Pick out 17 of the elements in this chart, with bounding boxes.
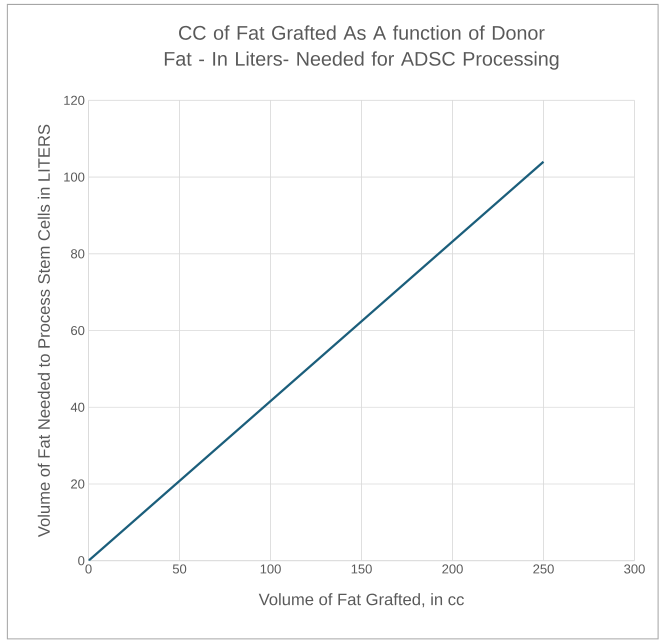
x-tick-label: 300	[624, 564, 645, 574]
x-axis-title: Volume of Fat Grafted, in cc	[258, 593, 464, 608]
y-tick-label: 40	[70, 402, 84, 412]
y-tick-label: 100	[64, 172, 84, 182]
y-tick-label: 120	[64, 96, 84, 106]
y-tick-label: 80	[71, 249, 84, 259]
x-tick-label: 150	[352, 564, 372, 574]
x-tick-label: 100	[260, 564, 281, 574]
y-axis-title: Volume of Fat Needed to Process Stem Cells in LITERS	[38, 124, 50, 538]
x-tick-label: 200	[442, 564, 463, 574]
y-tick-label: 60	[71, 326, 84, 336]
x-tick-label: 50	[172, 564, 186, 574]
x-tick-label: 0	[85, 564, 92, 574]
y-tick-label: 20	[71, 480, 84, 489]
chart-title: CC of Fat Grafted As A function of Donor Fat - In Liters- Needed for ADSC Processing	[164, 26, 558, 70]
x-tick-label: 250	[533, 564, 554, 574]
y-tick-label: 0	[78, 556, 84, 566]
